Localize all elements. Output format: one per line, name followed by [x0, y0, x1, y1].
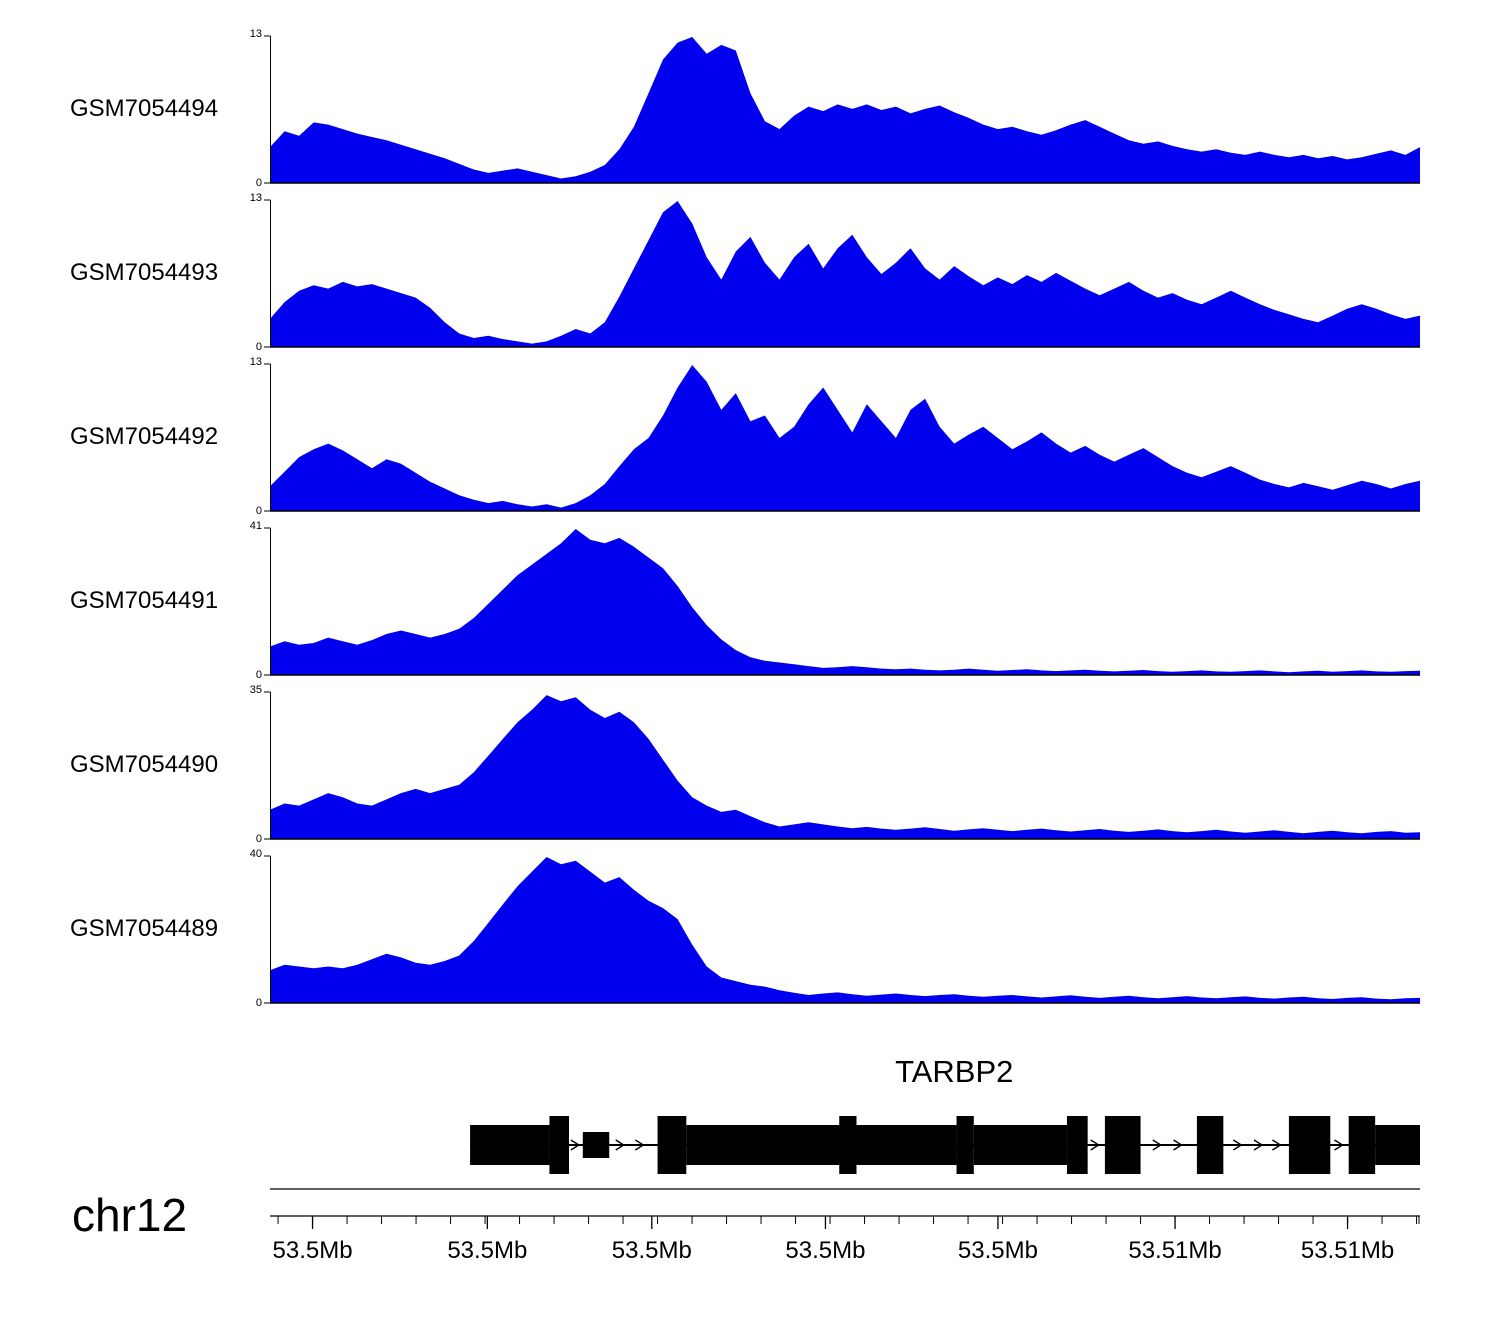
track-label: GSM7054492	[70, 423, 219, 450]
coverage-track-gsm7054492: GSM7054492 13 0	[0, 356, 1500, 517]
y-axis-max-label: 13	[249, 356, 262, 368]
y-axis-min-label: 0	[255, 669, 262, 681]
y-axis-max-label: 35	[249, 684, 262, 696]
coverage-area-chart	[264, 691, 1420, 840]
svg-text:53.5Mb: 53.5Mb	[612, 1237, 692, 1264]
coverage-track-gsm7054491: GSM7054491 41 0	[0, 520, 1500, 681]
track-plot-area: 41 0	[250, 520, 1420, 681]
svg-text:53.5Mb: 53.5Mb	[273, 1237, 353, 1264]
y-axis-min-label: 0	[255, 177, 262, 189]
y-axis-max-label: 13	[249, 192, 262, 204]
coverage-track-gsm7054494: GSM7054494 13 0	[0, 28, 1500, 189]
y-axis-min-label: 0	[255, 997, 262, 1009]
coverage-track-gsm7054490: GSM7054490 35 0	[0, 684, 1500, 845]
svg-text:53.51Mb: 53.51Mb	[1301, 1237, 1394, 1264]
track-label: GSM7054494	[70, 95, 219, 122]
gene-name-label: TARBP2	[895, 1054, 1014, 1089]
genome-axis: 53.5Mb 53.5Mb 53.5Mb 53.5Mb 53.5Mb 53.51Mb 53.…	[270, 1186, 1420, 1286]
genome-axis-ruler: 53.5Mb 53.5Mb 53.5Mb 53.5Mb 53.5Mb 53.51Mb 53.…	[270, 1188, 1420, 1264]
gene-model	[470, 1116, 1420, 1174]
coverage-area-chart	[264, 35, 1420, 184]
svg-text:53.5Mb: 53.5Mb	[447, 1237, 527, 1264]
y-axis-min-label: 0	[255, 341, 262, 353]
y-axis-max-label: 40	[249, 848, 262, 860]
track-plot-area: 35 0	[250, 684, 1420, 845]
y-axis-max-label: 13	[249, 28, 262, 40]
track-plot-area: 13 0	[250, 28, 1420, 189]
track-label: GSM7054493	[70, 259, 219, 286]
coverage-area-chart	[264, 363, 1420, 512]
svg-text:53.51Mb: 53.51Mb	[1128, 1237, 1221, 1264]
track-label: GSM7054491	[70, 587, 219, 614]
coverage-area-chart	[264, 199, 1420, 348]
track-label: GSM7054489	[70, 915, 219, 942]
coverage-track-gsm7054489: GSM7054489 40 0	[0, 848, 1500, 1009]
coverage-track-gsm7054493: GSM7054493 13 0	[0, 192, 1500, 353]
coverage-area-chart	[264, 855, 1420, 1004]
track-label: GSM7054490	[70, 751, 219, 778]
y-axis-min-label: 0	[255, 833, 262, 845]
track-plot-area: 13 0	[250, 356, 1420, 517]
y-axis-max-label: 41	[249, 520, 262, 532]
track-plot-area: 13 0	[250, 192, 1420, 353]
track-plot-area: 40 0	[250, 848, 1420, 1009]
svg-text:53.5Mb: 53.5Mb	[958, 1237, 1038, 1264]
y-axis-min-label: 0	[255, 505, 262, 517]
gene-track: TARBP2	[270, 1050, 1420, 1210]
chromosome-label: chr12	[72, 1189, 188, 1241]
svg-text:53.5Mb: 53.5Mb	[785, 1237, 865, 1264]
coverage-area-chart	[264, 527, 1420, 676]
coverage-tracks: GSM7054494 13 0 GSM7054493 13 0 GSM70544…	[0, 28, 1500, 1018]
